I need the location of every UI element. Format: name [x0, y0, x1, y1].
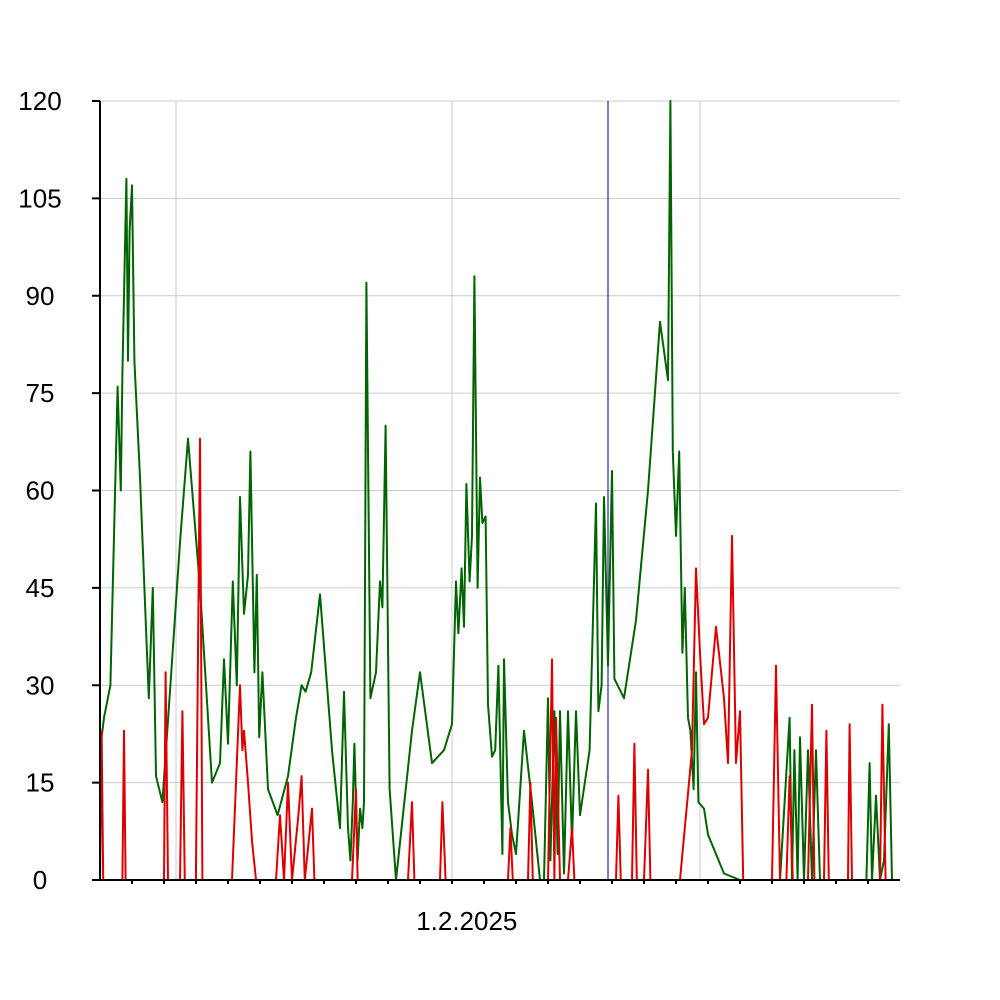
y-tick-label: 15	[26, 768, 55, 798]
axes	[92, 100, 900, 884]
y-tick-label: 45	[26, 573, 55, 603]
y-tick-label: 90	[26, 281, 55, 311]
y-tick-label: 60	[26, 476, 55, 506]
y-tick-label: 0	[33, 865, 47, 895]
y-tick-label: 75	[26, 378, 55, 408]
x-tick-label: 1.2.2025	[416, 906, 517, 936]
tick-labels: 0 15 30 45 60 75 90 105 120 1.2.2025	[18, 86, 517, 936]
y-tick-label: 105	[18, 183, 61, 213]
y-tick-label: 30	[26, 670, 55, 700]
y-tick-label: 120	[18, 86, 61, 116]
series-line-1	[99, 100, 900, 881]
series-line-2	[99, 437, 900, 881]
